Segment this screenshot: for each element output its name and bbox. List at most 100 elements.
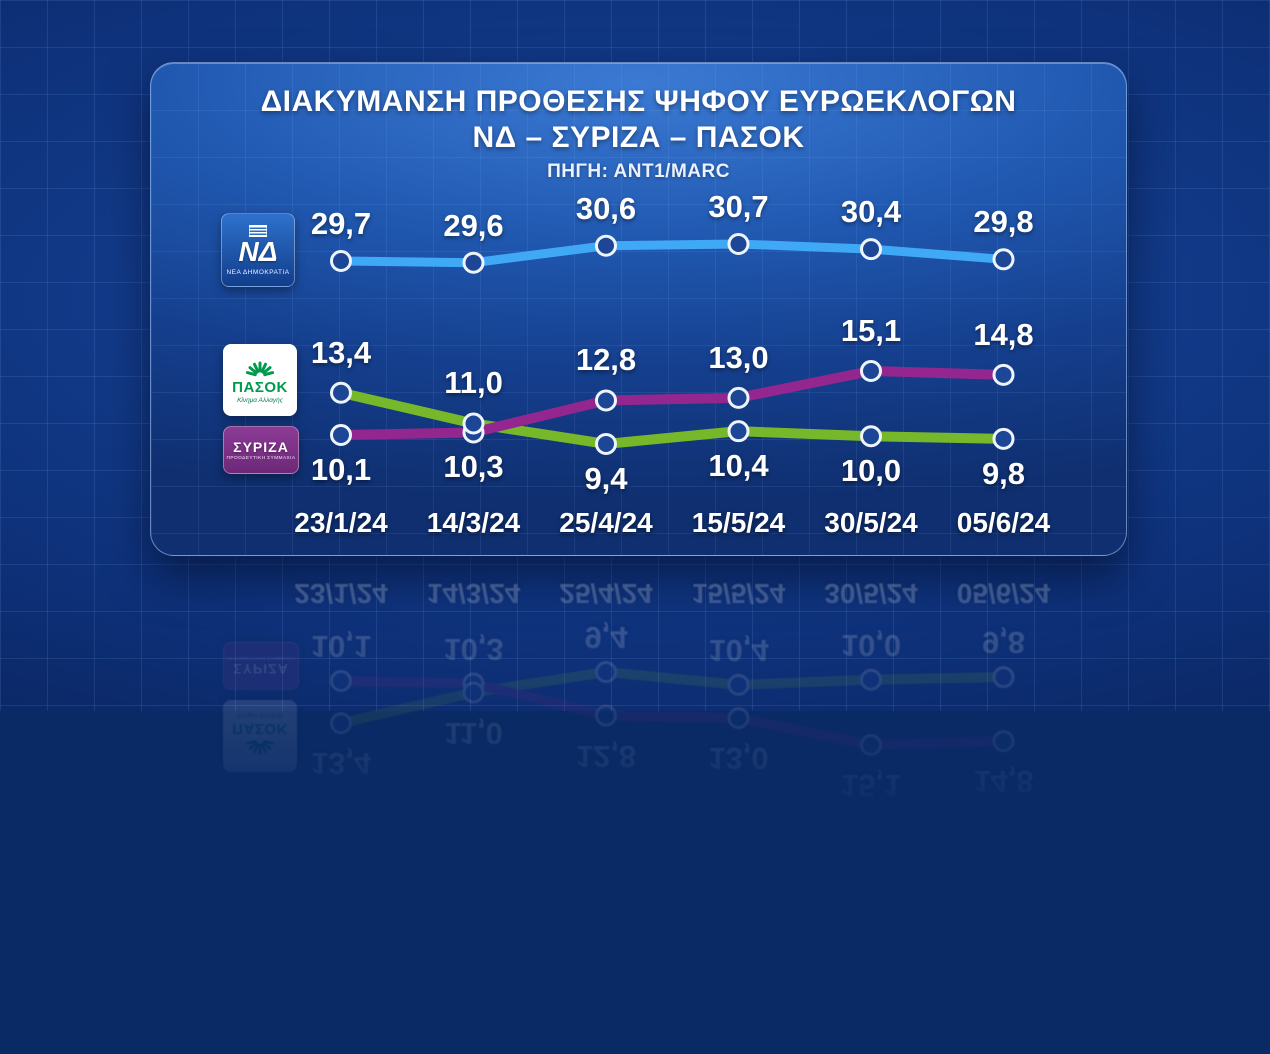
value-label-nd-3: 30,7	[708, 189, 769, 224]
value-label-syriza-2: 12,8	[575, 342, 637, 378]
value-label-syriza-3: 13,0	[708, 741, 769, 777]
date-label-5: 05/6/24	[956, 507, 1051, 538]
value-label-pasok-2: 9,4	[584, 460, 628, 496]
nd-logo: ΝΔ ΝΕΑ ΔΗΜΟΚΡΑΤΙΑ	[221, 213, 295, 287]
point-pasok-5	[992, 666, 1015, 689]
chart-title-line2: ΝΔ – ΣΥΡΙΖΑ – ΠΑΣΟΚ	[472, 962, 805, 995]
point-nd-1	[462, 842, 485, 865]
point-nd-1	[462, 251, 485, 274]
point-syriza-4	[860, 734, 882, 756]
point-nd-3	[727, 861, 750, 883]
value-label-nd-4: 30,4	[840, 194, 902, 230]
pasok-logo-name: ΠΑΣΟΚ	[232, 378, 288, 396]
value-label-pasok-4: 10,0	[840, 453, 902, 489]
point-syriza-0	[330, 424, 352, 446]
value-label-syriza-5: 14,8	[973, 764, 1034, 800]
syriza-logo: ΣΥΡΙΖΑ ΠΡΟΟΔΕΥΤΙΚΗ ΣΥΜΜΑΧΙΑ	[223, 642, 299, 690]
nd-logo: ΝΔ ΝΕΑ ΔΗΜΟΚΡΑΤΙΑ	[221, 829, 295, 903]
date-label-4: 30/5/24	[824, 507, 918, 538]
chart-source: ΠΗΓΗ: ΑΝΤ1/MARC	[547, 161, 730, 182]
value-label-syriza-5: 14,8	[973, 316, 1034, 352]
point-syriza-3	[727, 707, 750, 730]
date-label-1: 14/3/24	[426, 507, 521, 538]
pasok-sun-icon	[245, 740, 275, 755]
date-label-3: 15/5/24	[691, 578, 786, 609]
value-label-pasok-3: 10,4	[708, 448, 769, 484]
point-pasok-2	[595, 432, 617, 455]
nd-monogram: ΝΔ	[238, 235, 278, 267]
value-label-nd-0: 29,7	[310, 875, 372, 910]
value-label-nd-3: 30,7	[708, 892, 769, 927]
date-label-0: 23/1/24	[294, 507, 388, 538]
line-nd	[336, 239, 1008, 268]
pasok-logo-caption: Κίνημα Αλλαγής	[237, 396, 283, 404]
value-label-nd-0: 29,7	[310, 206, 372, 241]
point-syriza-1	[462, 421, 485, 444]
date-label-2: 25/4/24	[559, 578, 653, 609]
value-label-nd-5: 29,8	[973, 876, 1034, 912]
value-label-pasok-2: 9,4	[584, 620, 628, 656]
point-syriza-5	[992, 730, 1015, 753]
point-pasok-3	[727, 673, 750, 696]
chart-title-line1: ΔΙΑΚΥΜΑΝΣΗ ΠΡΟΘΕΣΗΣ ΨΗΦΟΥ ΕΥΡΩΕΚΛΟΓΩΝ	[260, 998, 1017, 1031]
value-label-pasok-0: 13,4	[310, 746, 372, 782]
value-label-nd-5: 29,8	[973, 204, 1034, 240]
nd-monogram: ΝΔ	[238, 849, 278, 881]
point-syriza-0	[330, 670, 352, 692]
line-pasok	[336, 387, 1009, 449]
point-pasok-2	[595, 661, 617, 684]
chart-title-line2: ΝΔ – ΣΥΡΙΖΑ – ΠΑΣΟΚ	[472, 121, 805, 154]
greek-flag-icon	[249, 224, 267, 237]
line-nd	[336, 848, 1008, 877]
line-syriza	[336, 366, 1009, 440]
value-label-nd-2: 30,6	[575, 890, 637, 926]
line-pasok	[336, 667, 1009, 729]
chart-source: ΠΗΓΗ: ΑΝΤ1/MARC	[547, 934, 730, 955]
date-label-1: 14/3/24	[426, 578, 521, 609]
nd-logo-caption: ΝΕΑ ΔΗΜΟΚΡΑΤΙΑ	[226, 840, 290, 848]
point-nd-5	[992, 248, 1015, 271]
point-pasok-1	[462, 412, 485, 435]
point-pasok-3	[727, 420, 750, 443]
pasok-logo-name: ΠΑΣΟΚ	[232, 720, 288, 738]
value-label-syriza-1: 10,3	[443, 631, 504, 667]
value-label-pasok-1: 11,0	[444, 715, 503, 751]
pasok-logo-caption: Κίνημα Αλλαγής	[237, 712, 283, 720]
point-nd-5	[992, 845, 1015, 868]
nd-logo-caption: ΝΕΑ ΔΗΜΟΚΡΑΤΙΑ	[226, 268, 290, 276]
pasok-logo: ΠΑΣΟΚ Κίνημα Αλλαγής	[223, 344, 297, 416]
syriza-logo-caption: ΠΡΟΟΔΕΥΤΙΚΗ ΣΥΜΜΑΧΙΑ	[226, 455, 296, 461]
point-syriza-1	[462, 672, 485, 695]
pasok-sun-icon	[245, 361, 275, 376]
point-nd-0	[330, 250, 352, 272]
value-label-syriza-3: 13,0	[708, 339, 769, 375]
syriza-logo-caption: ΠΡΟΟΔΕΥΤΙΚΗ ΣΥΜΜΑΧΙΑ	[226, 655, 296, 661]
syriza-logo: ΣΥΡΙΖΑ ΠΡΟΟΔΕΥΤΙΚΗ ΣΥΜΜΑΧΙΑ	[223, 426, 299, 474]
point-pasok-4	[860, 668, 882, 691]
date-label-3: 15/5/24	[691, 507, 786, 538]
value-label-pasok-5: 9,8	[981, 625, 1026, 661]
value-label-nd-1: 29,6	[443, 207, 504, 243]
value-label-pasok-3: 10,4	[708, 632, 769, 668]
point-pasok-0	[330, 712, 352, 735]
date-label-5: 05/6/24	[956, 578, 1051, 609]
point-syriza-2	[595, 389, 617, 412]
value-label-syriza-1: 10,3	[443, 449, 504, 485]
point-nd-0	[330, 844, 352, 866]
point-nd-4	[860, 238, 882, 261]
point-pasok-5	[992, 427, 1015, 450]
date-label-0: 23/1/24	[294, 578, 388, 609]
value-label-pasok-1: 11,0	[444, 365, 503, 401]
point-nd-4	[860, 855, 882, 878]
point-syriza-3	[727, 386, 750, 409]
syriza-logo-name: ΣΥΡΙΖΑ	[233, 661, 289, 678]
date-label-4: 30/5/24	[824, 578, 918, 609]
line-syriza	[336, 676, 1009, 750]
value-label-pasok-5: 9,8	[981, 455, 1026, 491]
point-nd-2	[595, 859, 617, 882]
point-syriza-5	[992, 363, 1015, 386]
value-label-syriza-4: 15,1	[840, 313, 902, 348]
value-label-syriza-4: 15,1	[840, 768, 902, 803]
chart-lines	[330, 661, 1015, 883]
point-syriza-4	[860, 360, 882, 382]
